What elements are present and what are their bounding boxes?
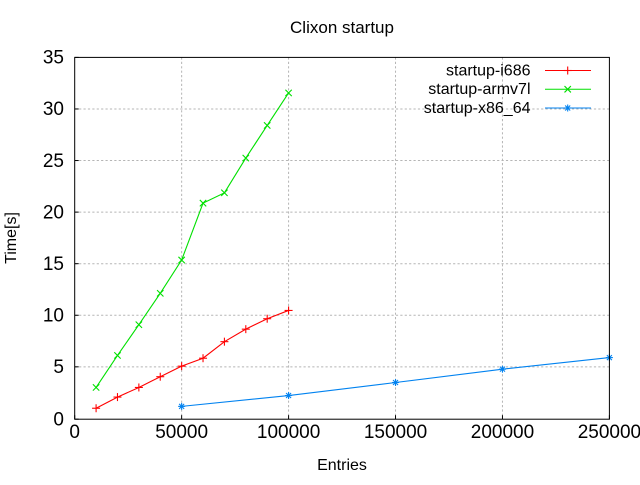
svg-text:Time[s]: Time[s] xyxy=(3,212,20,264)
svg-text:5: 5 xyxy=(53,357,64,378)
svg-text:35: 35 xyxy=(43,48,64,69)
svg-text:0: 0 xyxy=(53,410,64,431)
svg-text:150000: 150000 xyxy=(364,422,427,443)
svg-text:15: 15 xyxy=(43,254,64,275)
svg-text:20: 20 xyxy=(43,202,64,223)
svg-text:0: 0 xyxy=(69,422,80,443)
svg-text:startup-armv7l: startup-armv7l xyxy=(428,81,530,98)
svg-text:25: 25 xyxy=(43,151,64,172)
svg-text:startup-x86_64: startup-x86_64 xyxy=(424,100,531,117)
svg-text:Clixon startup: Clixon startup xyxy=(290,18,394,37)
svg-text:250000: 250000 xyxy=(578,422,640,443)
svg-text:100000: 100000 xyxy=(257,422,320,443)
svg-text:30: 30 xyxy=(43,99,64,120)
svg-text:startup-i686: startup-i686 xyxy=(446,63,531,80)
svg-text:10: 10 xyxy=(43,306,64,327)
svg-text:50000: 50000 xyxy=(155,422,208,443)
svg-text:200000: 200000 xyxy=(471,422,534,443)
svg-text:Entries: Entries xyxy=(317,457,367,474)
